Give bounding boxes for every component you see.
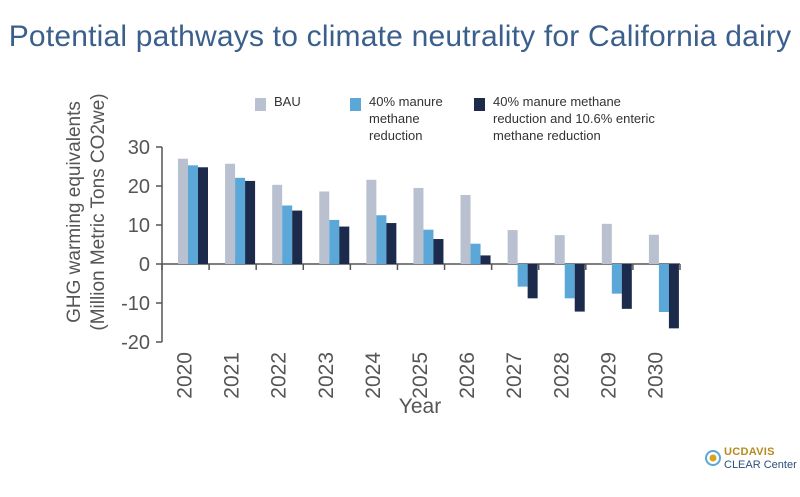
bar-bau-2024 xyxy=(366,179,377,264)
x-tick-label-2029: 2029 xyxy=(597,352,620,399)
y-axis-label-line-1: GHG warming equivalents xyxy=(64,101,85,323)
bar-40-manure-methane-reduction-an-2023 xyxy=(339,226,350,264)
legend-swatch-1 xyxy=(350,98,361,111)
bar-bau-2021 xyxy=(225,163,236,264)
y-tick-label: 10 xyxy=(128,215,150,237)
bar-40-manure-methane-reduction-an-2027 xyxy=(527,264,538,299)
y-tick-label: 0 xyxy=(139,254,150,276)
bar-40-manure-methane-reduction-2023 xyxy=(329,219,340,264)
x-tick-label-2026: 2026 xyxy=(456,352,479,399)
bar-40-manure-methane-reduction-2020 xyxy=(188,165,198,264)
bar-bau-2026 xyxy=(460,194,471,264)
bar-40-manure-methane-reduction-2021 xyxy=(235,177,246,264)
bar-40-manure-methane-reduction-an-2021 xyxy=(245,180,256,264)
y-tick-label: -20 xyxy=(121,332,150,354)
bar-40-manure-methane-reduction-an-2024 xyxy=(386,223,397,264)
bar-bau-2023 xyxy=(319,191,330,264)
legend-label-0-line-0: BAU xyxy=(274,94,301,109)
logo-clear-center-text: CLEAR Center xyxy=(724,459,797,471)
legend-label-2-line-1: reduction and 10.6% enteric xyxy=(493,111,655,126)
bar-bau-2020 xyxy=(178,158,188,264)
legend-swatch-0 xyxy=(255,98,266,111)
legend-label-2-line-2: methane reduction xyxy=(493,128,601,143)
x-axis-label: Year xyxy=(399,395,441,418)
x-tick-label-2028: 2028 xyxy=(550,352,573,399)
x-tick-label-2027: 2027 xyxy=(503,352,526,399)
x-tick-label-2020: 2020 xyxy=(174,352,197,399)
y-axis-label-line-2: (Million Metric Tons CO2we) xyxy=(88,93,109,330)
bar-40-manure-methane-reduction-2025 xyxy=(423,229,434,264)
bar-40-manure-methane-reduction-2030 xyxy=(658,264,669,312)
bar-40-manure-methane-reduction-an-2029 xyxy=(621,264,632,309)
bar-40-manure-methane-reduction-2028 xyxy=(564,264,575,299)
logo-ucdavis-text: UCDAVIS xyxy=(724,446,775,458)
bar-40-manure-methane-reduction-an-2030 xyxy=(668,264,679,329)
legend-label-1-line-0: 40% manure xyxy=(369,94,443,109)
bar-40-manure-methane-reduction-an-2025 xyxy=(433,239,444,264)
bar-bau-2028 xyxy=(554,235,565,264)
bar-40-manure-methane-reduction-an-2022 xyxy=(292,210,303,264)
y-tick-label: 20 xyxy=(128,176,150,198)
legend-label-2-line-0: 40% manure methane xyxy=(493,94,621,109)
bar-40-manure-methane-reduction-2029 xyxy=(611,264,622,294)
sun-logo-icon xyxy=(705,450,721,466)
x-tick-label-2023: 2023 xyxy=(315,352,338,399)
y-tick-label: -10 xyxy=(121,293,150,315)
legend-swatch-2 xyxy=(474,98,485,111)
bar-40-manure-methane-reduction-2026 xyxy=(470,243,481,264)
legend-label-1-line-2: reduction xyxy=(369,128,422,143)
bar-bau-2029 xyxy=(601,223,612,264)
ucdavis-clear-logo: UCDAVIS CLEAR Center xyxy=(704,446,800,476)
bar-40-manure-methane-reduction-an-2028 xyxy=(574,264,585,312)
bar-40-manure-methane-reduction-2022 xyxy=(282,205,293,264)
x-tick-label-2030: 2030 xyxy=(644,352,667,399)
y-tick-label: 30 xyxy=(128,137,150,159)
bar-40-manure-methane-reduction-an-2026 xyxy=(480,255,491,264)
x-tick-label-2022: 2022 xyxy=(268,352,291,399)
x-tick-label-2024: 2024 xyxy=(362,352,385,399)
bar-bau-2027 xyxy=(507,230,518,264)
bar-bau-2025 xyxy=(413,187,424,264)
x-tick-label-2025: 2025 xyxy=(409,352,432,399)
bar-40-manure-methane-reduction-2027 xyxy=(517,264,528,287)
bar-bau-2030 xyxy=(648,234,659,264)
chart-title: Potential pathways to climate neutrality… xyxy=(8,20,792,53)
bar-40-manure-methane-reduction-2024 xyxy=(376,215,387,264)
legend-label-1-line-1: methane xyxy=(369,111,420,126)
bar-bau-2022 xyxy=(272,184,283,264)
x-tick-label-2021: 2021 xyxy=(221,352,244,399)
bar-40-manure-methane-reduction-an-2020 xyxy=(198,167,208,264)
